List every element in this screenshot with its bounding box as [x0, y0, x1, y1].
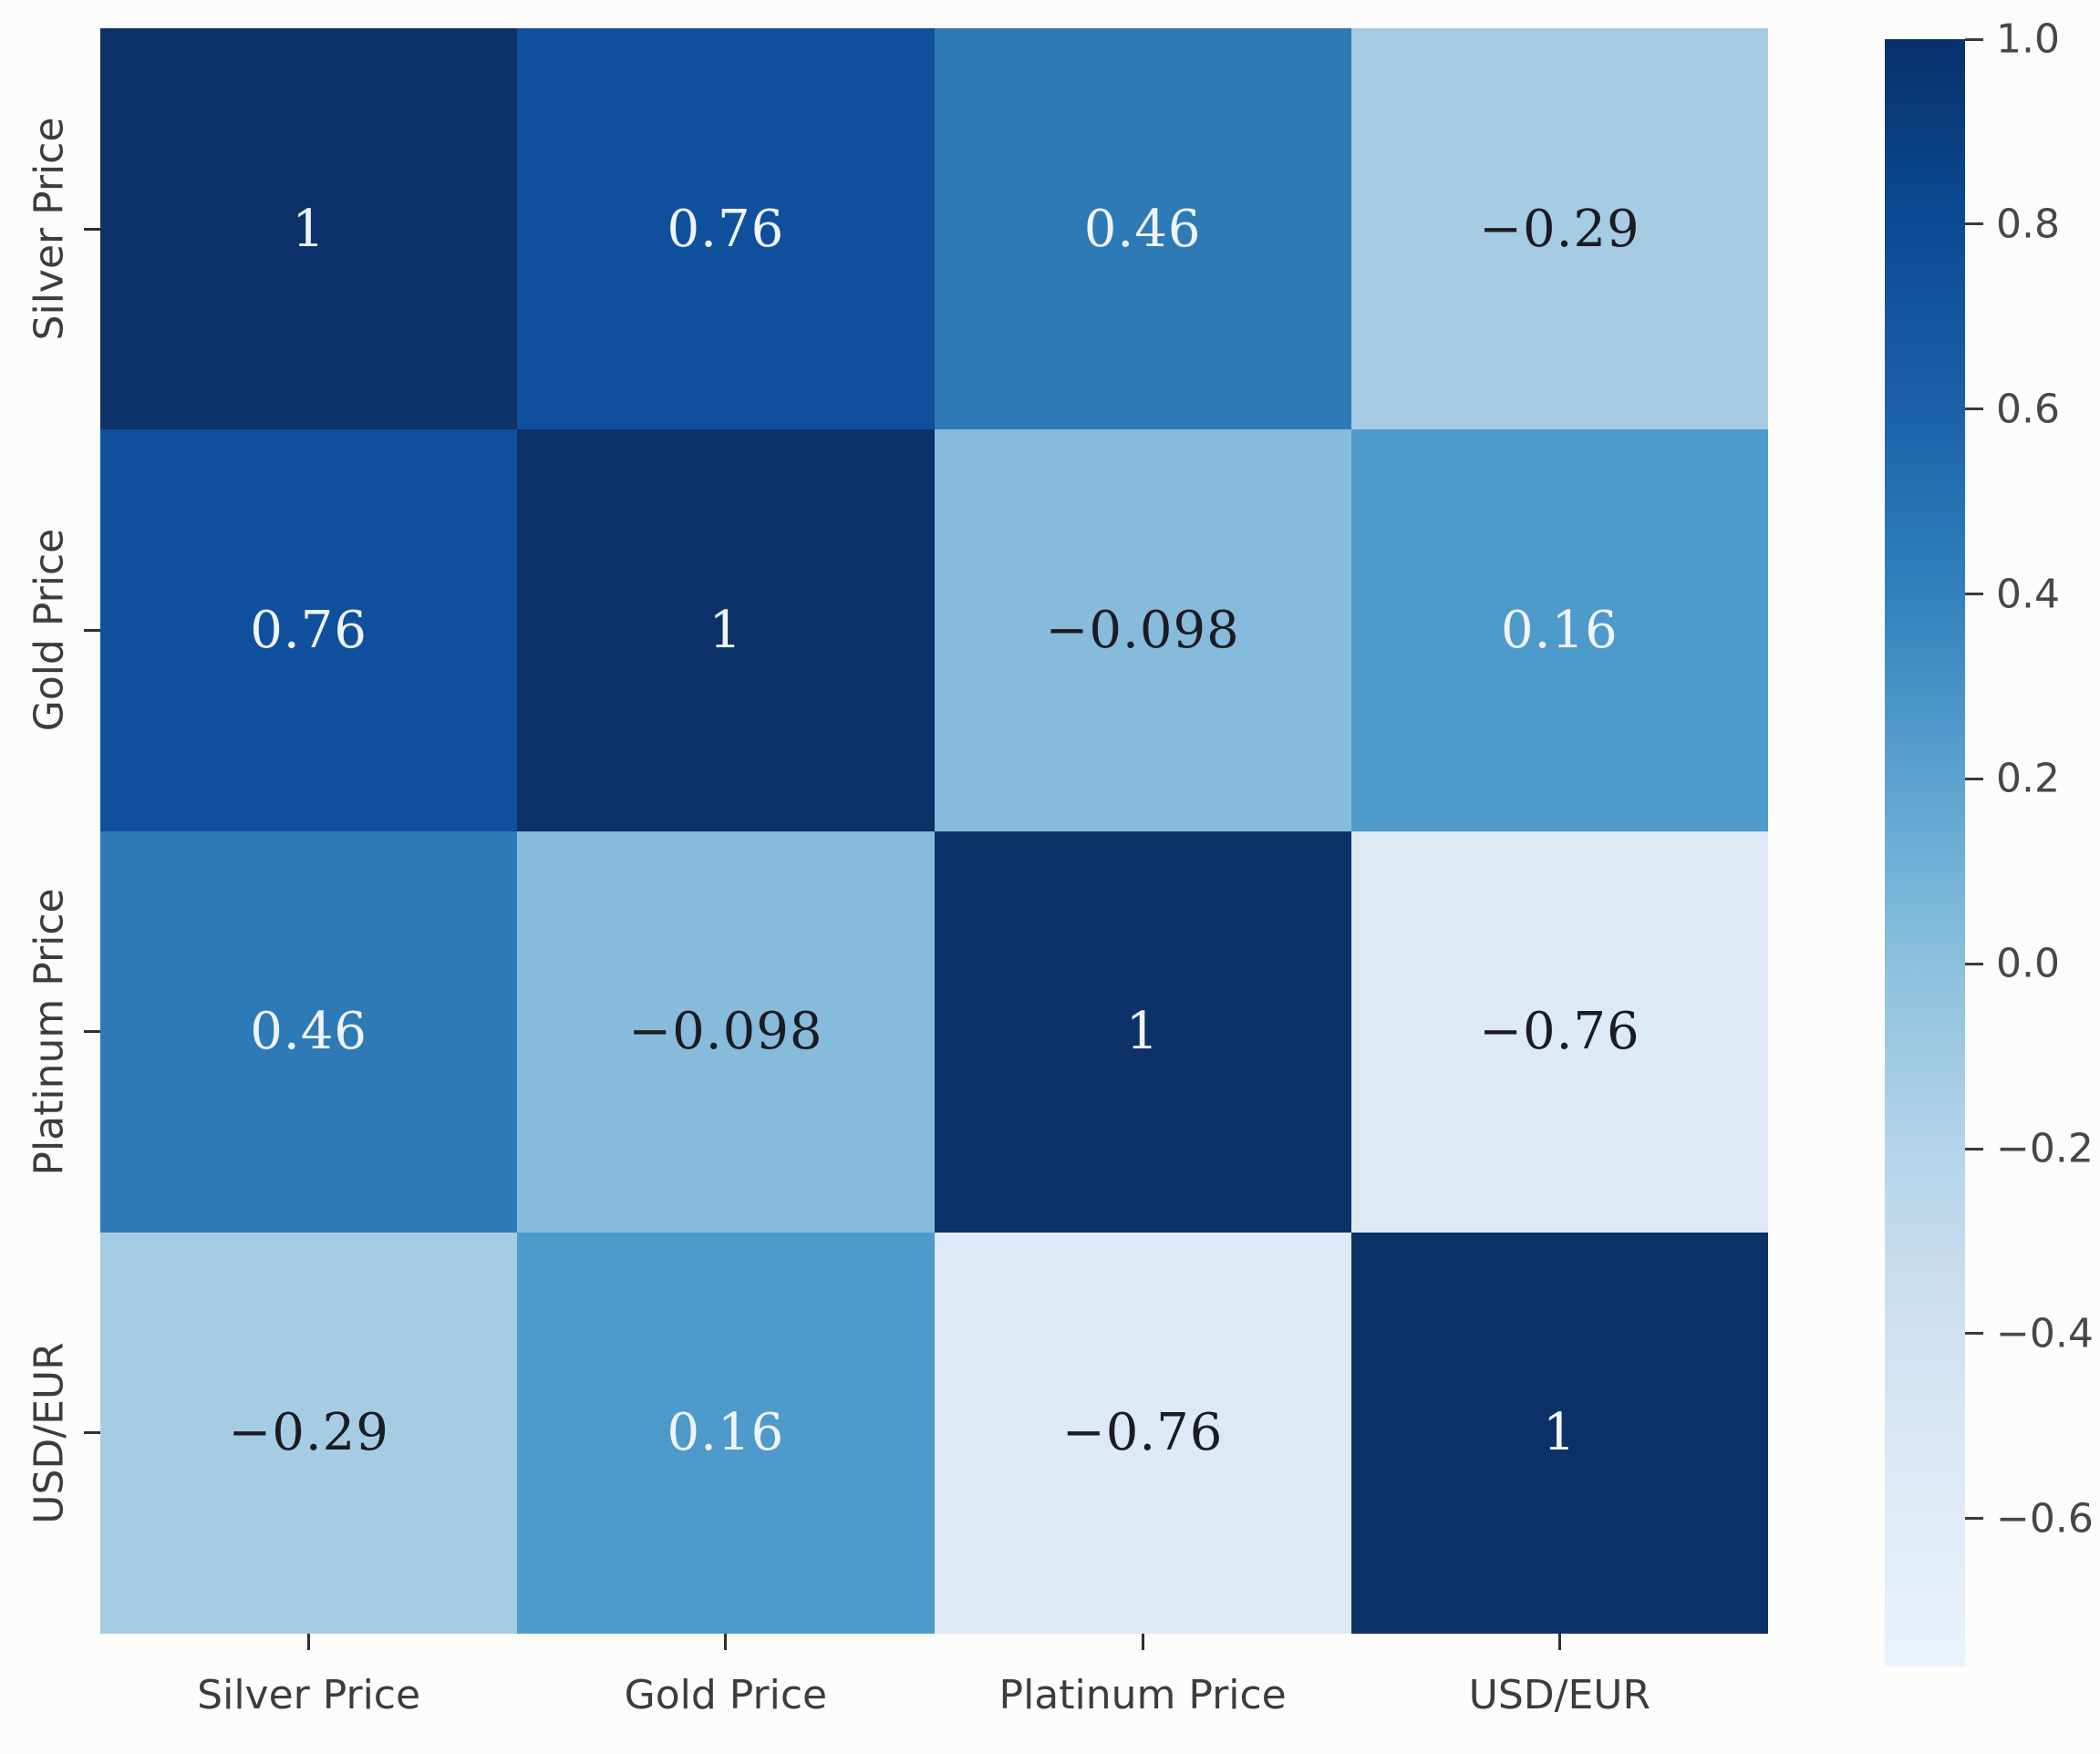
cell-value-label: −0.098 — [628, 1002, 823, 1062]
heatmap-cell: −0.76 — [934, 1232, 1351, 1634]
colorbar-tick-label: 0.4 — [1996, 571, 2060, 618]
cell-value-label: 0.16 — [1501, 600, 1619, 660]
cell-value-label: 1 — [1125, 1002, 1160, 1062]
cell-value-label: 1 — [1543, 1403, 1577, 1463]
colorbar-tick-label: −0.6 — [1996, 1495, 2094, 1542]
x-tick-mark — [724, 1634, 728, 1650]
colorbar-tick-label: 0.2 — [1996, 755, 2060, 802]
heatmap-cell: 1 — [1350, 1232, 1768, 1634]
heatmap-cell: 1 — [517, 429, 935, 831]
cell-value-label: −0.29 — [228, 1403, 389, 1463]
colorbar-tick-label: 0.8 — [1996, 201, 2060, 248]
x-tick-mark — [1141, 1634, 1144, 1650]
cell-value-label: −0.098 — [1045, 600, 1240, 660]
y-tick-mark — [84, 227, 100, 231]
colorbar-tick-mark — [1965, 777, 1983, 780]
heatmap-cell: 0.76 — [100, 429, 518, 831]
x-tick-label: Gold Price — [624, 1672, 828, 1718]
x-tick-label: Platinum Price — [998, 1672, 1287, 1718]
colorbar-tick-mark — [1965, 1517, 1983, 1521]
colorbar-tick-label: 0.6 — [1996, 386, 2060, 433]
cell-value-label: 1 — [709, 600, 743, 660]
cell-value-label: 0.46 — [250, 1002, 367, 1062]
y-tick-label: USD/EUR — [26, 1342, 73, 1524]
heatmap-cell: −0.098 — [517, 831, 935, 1233]
heatmap-cell: 0.16 — [517, 1232, 935, 1634]
cell-value-label: 0.76 — [667, 199, 785, 259]
heatmap-cell: 1 — [100, 28, 518, 430]
heatmap-cell: −0.098 — [934, 429, 1351, 831]
colorbar-tick-mark — [1965, 222, 1983, 226]
cell-value-label: 0.76 — [250, 600, 367, 660]
colorbar-tick-mark — [1965, 593, 1983, 596]
colorbar-tick-label: 0.0 — [1996, 940, 2060, 987]
cell-value-label: −0.29 — [1479, 199, 1640, 259]
y-tick-label: Silver Price — [26, 117, 73, 341]
colorbar-tick-label: −0.2 — [1996, 1125, 2094, 1172]
cell-value-label: 1 — [292, 199, 326, 259]
x-tick-mark — [1557, 1634, 1561, 1650]
heatmap-cell: 0.76 — [517, 28, 935, 430]
colorbar-tick-mark — [1965, 1147, 1983, 1150]
colorbar-tick-mark — [1965, 408, 1983, 411]
x-tick-label: USD/EUR — [1468, 1672, 1651, 1718]
y-tick-mark — [84, 1431, 100, 1435]
heatmap-cell: −0.76 — [1350, 831, 1768, 1233]
colorbar-tick-mark — [1965, 1332, 1983, 1336]
cell-value-label: 0.16 — [667, 1403, 785, 1463]
cell-value-label: −0.76 — [1479, 1002, 1640, 1062]
colorbar — [1885, 39, 1965, 1666]
x-tick-label: Silver Price — [197, 1672, 421, 1718]
heatmap-cell: 0.16 — [1350, 429, 1768, 831]
heatmap-grid: 1 0.76 0.46 −0.29 0.76 1 −0.098 0.16 0.46 −0.098 1… — [100, 28, 1768, 1634]
y-tick-label: Platinum Price — [26, 888, 73, 1176]
heatmap-cell: 1 — [934, 831, 1351, 1233]
y-tick-mark — [84, 628, 100, 632]
colorbar-tick-label: −0.4 — [1996, 1310, 2094, 1357]
cell-value-label: 0.46 — [1083, 199, 1202, 259]
x-tick-mark — [307, 1634, 311, 1650]
cell-value-label: −0.76 — [1061, 1403, 1224, 1463]
colorbar-tick-mark — [1965, 962, 1983, 965]
colorbar-tick-mark — [1965, 37, 1983, 41]
heatmap-cell: −0.29 — [100, 1232, 518, 1634]
y-tick-label: Gold Price — [26, 529, 73, 732]
heatmap-cell: 0.46 — [934, 28, 1351, 430]
heatmap-cell: 0.46 — [100, 831, 518, 1233]
y-tick-mark — [84, 1030, 100, 1034]
heatmap-cell: −0.29 — [1350, 28, 1768, 430]
colorbar-tick-label: 1.0 — [1996, 15, 2060, 63]
